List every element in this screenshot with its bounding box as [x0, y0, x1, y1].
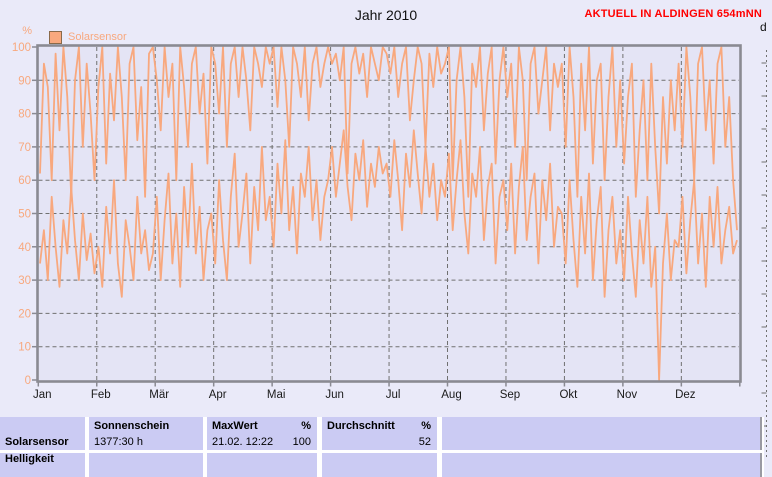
svg-text:70: 70 — [18, 142, 31, 154]
svg-text:20: 20 — [18, 308, 31, 320]
next-sensor-name: Helligkeit — [5, 453, 54, 465]
legend-label: Solarsensor — [68, 31, 127, 43]
svg-text:Jun: Jun — [325, 389, 344, 401]
svg-text:Feb: Feb — [91, 389, 111, 401]
sunshine-value: 1377:30 h — [94, 436, 143, 448]
durchschnitt-value: 52 — [418, 436, 431, 448]
svg-text:10: 10 — [18, 342, 31, 354]
next-sensor-name-cell[interactable]: Helligkeit — [0, 453, 85, 477]
svg-text:Jan: Jan — [33, 389, 52, 401]
svg-text:Mär: Mär — [149, 389, 169, 401]
svg-text:Apr: Apr — [209, 389, 227, 401]
next-row-cell — [89, 453, 203, 477]
chart-plot-area[interactable] — [38, 46, 740, 381]
y-axis-unit-label: % — [22, 25, 32, 37]
svg-text:0: 0 — [25, 375, 31, 387]
svg-text:Mai: Mai — [267, 389, 286, 401]
next-row-cell — [207, 453, 317, 477]
durchschnitt-header: Durchschnitt — [327, 420, 395, 432]
sensor-summary-table: Solarsensor Sonnenschein 1377:30 h MaxWe… — [0, 417, 764, 477]
sensor-name: Solarsensor — [5, 436, 69, 448]
svg-text:90: 90 — [18, 75, 31, 87]
secondary-axis-label: d — [760, 20, 767, 34]
page-title: Jahr 2010 — [354, 7, 418, 23]
svg-text:40: 40 — [18, 242, 31, 254]
svg-text:Nov: Nov — [617, 389, 638, 401]
svg-text:Jul: Jul — [386, 389, 401, 401]
svg-text:30: 30 — [18, 275, 31, 287]
table-empty-cell — [442, 417, 762, 450]
svg-text:50: 50 — [18, 209, 31, 221]
solarsensor-legend-swatch-icon — [49, 30, 62, 44]
maxwert-unit: % — [301, 420, 311, 432]
station-status-text: AKTUELL IN ALDINGEN 654mNN — [584, 8, 762, 20]
svg-text:60: 60 — [18, 175, 31, 187]
svg-text:80: 80 — [18, 109, 31, 121]
maxwert-cell[interactable]: MaxWert % 21.02. 12:22 100 — [207, 417, 317, 450]
sensor-name-cell[interactable]: Solarsensor — [0, 417, 85, 450]
svg-text:Aug: Aug — [441, 389, 461, 401]
durchschnitt-cell[interactable]: Durchschnitt % 52 — [322, 417, 437, 450]
maxwert-value: 100 — [292, 436, 311, 448]
durchschnitt-unit: % — [421, 420, 431, 432]
svg-text:Okt: Okt — [559, 389, 578, 401]
svg-text:Sep: Sep — [500, 389, 520, 401]
sunshine-header: Sonnenschein — [94, 420, 170, 432]
svg-text:100: 100 — [12, 42, 31, 54]
sunshine-cell[interactable]: Sonnenschein 1377:30 h — [89, 417, 203, 450]
chart-legend: Solarsensor — [49, 30, 127, 44]
maxwert-header: MaxWert — [212, 420, 258, 432]
next-row-cell — [322, 453, 437, 477]
maxwert-datetime: 21.02. 12:22 — [212, 436, 274, 448]
next-row-cell — [442, 453, 762, 477]
svg-text:Dez: Dez — [675, 389, 696, 401]
